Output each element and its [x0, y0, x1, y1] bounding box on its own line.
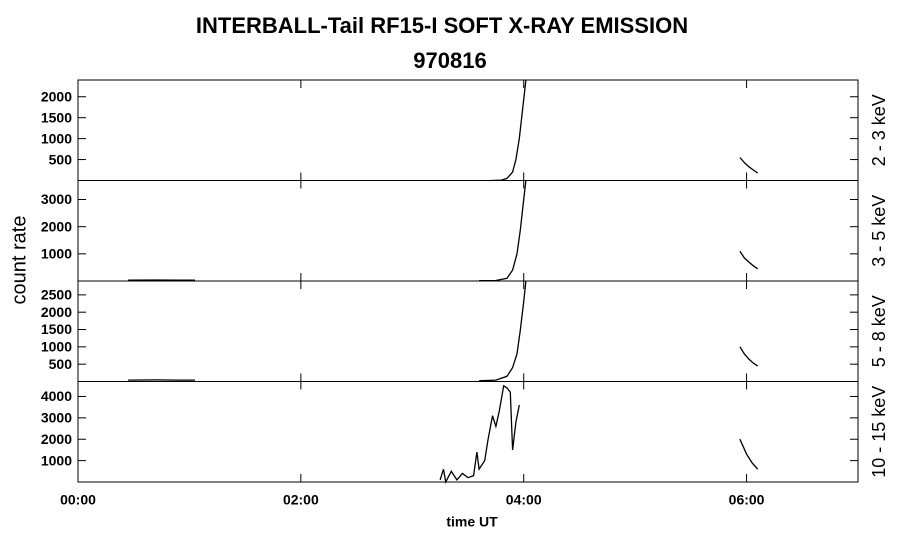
x-tick-label: 00:00 [60, 492, 96, 508]
data-line [439, 384, 759, 485]
y-tick-label: 4000 [41, 388, 72, 404]
x-tick-label: 02:00 [283, 492, 319, 508]
y-tick-label: 1000 [41, 452, 72, 468]
y-tick-label: 500 [49, 356, 73, 372]
panel-label: 10 - 15 keV [869, 386, 889, 478]
y-tick-label: 1000 [41, 246, 72, 262]
y-tick-label: 500 [49, 151, 73, 167]
panel-frame [77, 381, 859, 483]
panel-label: 3 - 5 keV [869, 195, 889, 267]
y-tick-label: 2000 [41, 218, 72, 234]
x-tick-label: 06:00 [729, 492, 765, 508]
data-line [128, 180, 759, 282]
y-tick-label: 1500 [41, 109, 72, 125]
y-tick-label: 3000 [41, 191, 72, 207]
y-tick-label: 2000 [41, 88, 72, 104]
y-tick-label: 3000 [41, 410, 72, 426]
y-axis-label: count rate [8, 216, 30, 305]
chart-title: INTERBALL-Tail RF15-I SOFT X-RAY EMISSIO… [196, 13, 688, 38]
x-tick-label: 04:00 [506, 492, 542, 508]
x-axis-label: time UT [446, 514, 498, 530]
y-tick-label: 2000 [41, 304, 72, 320]
data-line [490, 79, 759, 182]
y-tick-label: 1000 [41, 130, 72, 146]
panel-label: 2 - 3 keV [869, 94, 889, 166]
data-line [128, 280, 759, 382]
panel-label: 5 - 8 keV [869, 295, 889, 367]
y-tick-label: 1000 [41, 339, 72, 355]
y-tick-label: 2000 [41, 431, 72, 447]
y-tick-label: 2500 [41, 287, 72, 303]
chart-subtitle: 970816 [413, 48, 486, 73]
y-tick-label: 1500 [41, 321, 72, 337]
